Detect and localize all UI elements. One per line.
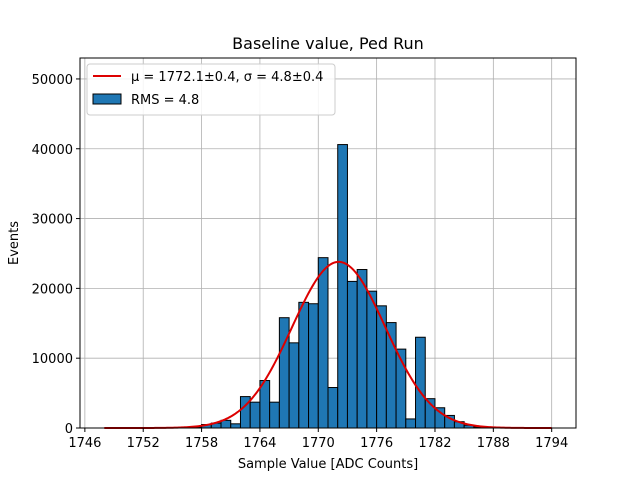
x-tick-label: 1770: [302, 436, 335, 451]
histogram-bar: [308, 303, 319, 429]
histogram-bar: [230, 423, 241, 429]
x-tick-label: 1776: [360, 436, 393, 451]
x-axis-ticks: 1746 1752 1758 1764 1770 1776 1782 1788 1794: [68, 428, 568, 451]
legend-hist-swatch: [92, 93, 122, 105]
legend-box: [86, 63, 336, 116]
y-axis-ticks: 0 10000 20000 30000 40000 50000: [32, 73, 80, 437]
histogram-bar: [327, 387, 339, 429]
x-tick-label: 1794: [535, 436, 568, 451]
chart-title: Baseline value, Ped Run: [232, 34, 424, 53]
legend: μ = 1772.1±0.4, σ = 4.8±0.4 RMS = 4.8: [86, 63, 336, 116]
x-tick-label: 1746: [68, 436, 101, 451]
x-tick-label: 1752: [127, 436, 160, 451]
legend-fit-label: μ = 1772.1±0.4, σ = 4.8±0.4: [131, 70, 323, 85]
legend-hist-label: RMS = 4.8: [131, 93, 199, 108]
histogram-bar: [346, 280, 358, 429]
y-tick-label: 30000: [32, 213, 73, 228]
x-tick-label: 1788: [477, 436, 510, 451]
histogram-bar: [269, 401, 280, 429]
histogram-bar: [259, 380, 271, 429]
histogram-bar: [356, 269, 368, 429]
histogram-bar: [288, 342, 300, 429]
x-axis-label: Sample Value [ADC Counts]: [238, 457, 418, 472]
y-tick-label: 40000: [32, 143, 73, 158]
histogram-bar: [317, 257, 329, 429]
x-tick-label: 1782: [418, 436, 451, 451]
histogram-bar: [415, 336, 426, 429]
y-tick-label: 10000: [32, 352, 73, 367]
histogram-bar: [434, 407, 446, 429]
y-tick-label: 20000: [32, 282, 73, 297]
histogram-bar: [366, 290, 378, 429]
histogram-bar: [278, 317, 290, 429]
histogram-bar: [405, 418, 417, 429]
plot-frame: [79, 57, 577, 429]
histogram-bar: [337, 144, 348, 429]
histogram-bar: [249, 401, 261, 429]
x-tick-label: 1764: [243, 436, 276, 451]
y-tick-label: 50000: [32, 73, 73, 88]
x-tick-label: 1758: [185, 436, 218, 451]
y-axis-label: Events: [7, 221, 22, 265]
y-tick-label: 0: [65, 422, 73, 437]
histogram-bar: [298, 301, 310, 429]
